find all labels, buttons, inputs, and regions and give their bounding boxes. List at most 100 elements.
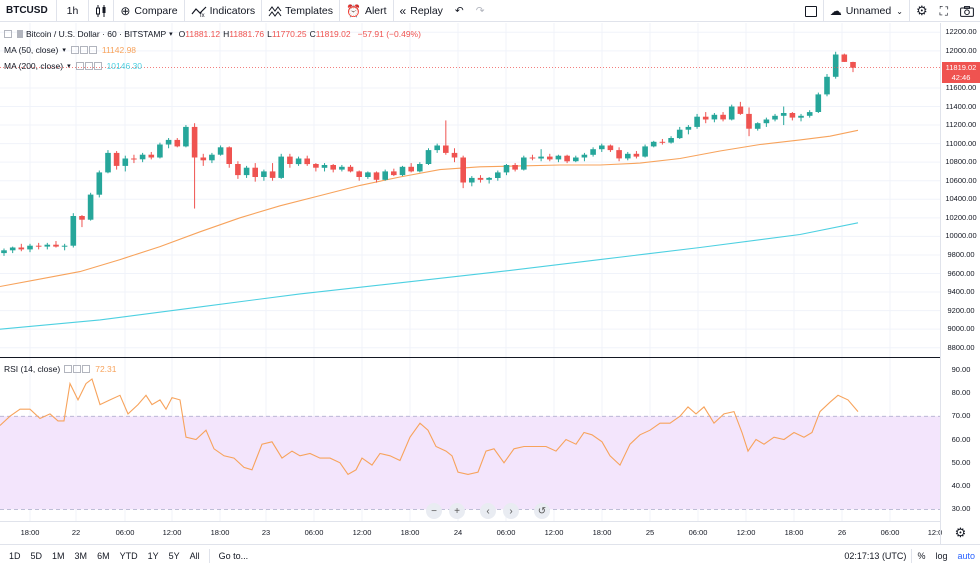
range-button[interactable]: 5D [30, 550, 43, 561]
time-tick: 23 [261, 528, 271, 537]
candle-body [564, 155, 570, 162]
percent-toggle[interactable]: % [917, 551, 926, 561]
toolbar-divider [88, 0, 90, 22]
camera-icon [960, 5, 974, 17]
candle-body [61, 245, 68, 247]
candle-body [1, 250, 7, 254]
eye-icon[interactable] [70, 46, 79, 54]
range-button[interactable]: 1D [9, 550, 21, 561]
utc-clock[interactable]: 02:17:13 (UTC) [844, 551, 907, 561]
candle-body [287, 156, 293, 164]
templates-button[interactable]: Templates [262, 0, 339, 22]
rsi-chart[interactable] [0, 358, 940, 521]
close-icon[interactable] [82, 365, 91, 373]
goto-button[interactable]: Go to... [218, 550, 249, 561]
candle-body [685, 126, 692, 130]
candle-body [451, 152, 458, 158]
indicators-button[interactable]: fx Indicators [185, 0, 262, 22]
candle-body [226, 147, 232, 164]
zoom-out-button[interactable]: − [426, 503, 442, 519]
range-button[interactable]: All [189, 550, 200, 561]
toolbar-divider [55, 0, 57, 22]
time-tick: 12:00 [544, 528, 564, 537]
range-button[interactable]: 1M [52, 550, 65, 561]
rsi-tick: 30.00 [951, 504, 971, 514]
candle-body [434, 145, 440, 151]
interval-button[interactable]: 1h [66, 4, 79, 17]
candle-body [711, 114, 718, 120]
rewind-icon: « [399, 3, 407, 18]
settings-icon[interactable] [79, 46, 88, 54]
last-price-label: 11819.02 [942, 61, 980, 73]
range-button[interactable]: 6M [97, 550, 110, 561]
time-tick: 12:0 [927, 528, 943, 537]
candle-body [278, 156, 284, 178]
settings-button[interactable]: ⚙ [910, 0, 934, 22]
replay-button[interactable]: « Replay [394, 0, 449, 22]
undo-button[interactable]: ↶ [449, 0, 470, 22]
candle-body [529, 157, 536, 159]
scroll-right-button[interactable]: › [503, 503, 519, 519]
collapse-legend-icon[interactable] [4, 30, 12, 38]
ma200-legend: MA (200, close) ▾ 10146.30 [4, 61, 142, 71]
ma200-label[interactable]: MA (200, close) [4, 61, 64, 71]
auto-toggle[interactable]: auto [957, 551, 975, 561]
rsi-label[interactable]: RSI (14, close) [4, 364, 61, 374]
symbol-search[interactable]: BTCUSD [6, 5, 48, 16]
scroll-left-button[interactable]: ‹ [480, 503, 496, 519]
candle-body [79, 216, 85, 220]
chart-style-button[interactable] [89, 0, 113, 22]
square-icon [804, 5, 817, 17]
price-tick: 9800.00 [947, 249, 975, 259]
time-tick: 06:00 [304, 528, 324, 537]
candle-body [824, 76, 830, 95]
candle-body [313, 164, 319, 168]
time-tick: 06:00 [688, 528, 708, 537]
settings-icon[interactable] [73, 365, 82, 373]
rsi-legend: RSI (14, close) 72.31 [4, 364, 117, 374]
reset-chart-button[interactable]: ↺ [534, 503, 550, 519]
redo-button[interactable]: ↷ [470, 0, 491, 22]
range-button[interactable]: 5Y [168, 550, 180, 561]
ma50-label[interactable]: MA (50, close) [4, 45, 59, 55]
ma200-line [0, 222, 859, 330]
compare-button[interactable]: ⊕ Compare [114, 0, 183, 22]
zoom-in-button[interactable]: + [449, 503, 465, 519]
candle-body [105, 152, 111, 173]
candle-body [763, 119, 770, 124]
candle-body [157, 144, 163, 158]
price-axis[interactable]: 12200.00 12000.00 11600.00 11400.00 11200.00… [940, 23, 980, 522]
candle-body [633, 153, 640, 157]
price-pane[interactable] [0, 23, 940, 357]
pane-separator[interactable] [0, 357, 980, 358]
price-chart[interactable] [0, 23, 940, 357]
rsi-pane[interactable] [0, 358, 940, 521]
symbol-title[interactable]: Bitcoin / U.S. Dollar · 60 · BITSTAMP [26, 29, 167, 39]
fullscreen-layout-button[interactable] [799, 0, 823, 22]
eye-icon[interactable] [75, 62, 84, 70]
close-icon[interactable] [93, 62, 102, 70]
close-icon[interactable] [88, 46, 97, 54]
chart-settings-corner[interactable]: ⚙ [940, 522, 980, 544]
save-layout-button[interactable]: ☁ Unnamed ⌄ [824, 0, 909, 22]
snapshot-button[interactable] [954, 0, 980, 22]
candle-body [408, 166, 414, 172]
range-button[interactable]: 1Y [147, 550, 159, 561]
settings-icon[interactable] [84, 62, 93, 70]
candle-body [772, 115, 778, 120]
fullscreen-button[interactable]: ⛶ [934, 0, 954, 22]
high-key: H [223, 29, 230, 39]
log-toggle[interactable]: log [935, 551, 948, 561]
price-tick: 11200.00 [945, 120, 977, 130]
time-axis[interactable]: 18:00 22 06:00 12:00 18:00 23 06:00 12:00 18:00 2… [0, 522, 943, 544]
range-button[interactable]: 3M [74, 550, 88, 561]
range-button[interactable]: YTD [119, 550, 138, 561]
alert-button[interactable]: ⏰ Alert [340, 0, 393, 22]
candle-body [806, 112, 813, 116]
eye-icon[interactable] [64, 365, 73, 373]
candle-body [798, 115, 804, 118]
candle-body [191, 126, 198, 158]
time-tick: 26 [837, 528, 847, 537]
ma200-value: 10146.30 [106, 61, 143, 71]
ma50-value: 11142.98 [101, 45, 137, 55]
